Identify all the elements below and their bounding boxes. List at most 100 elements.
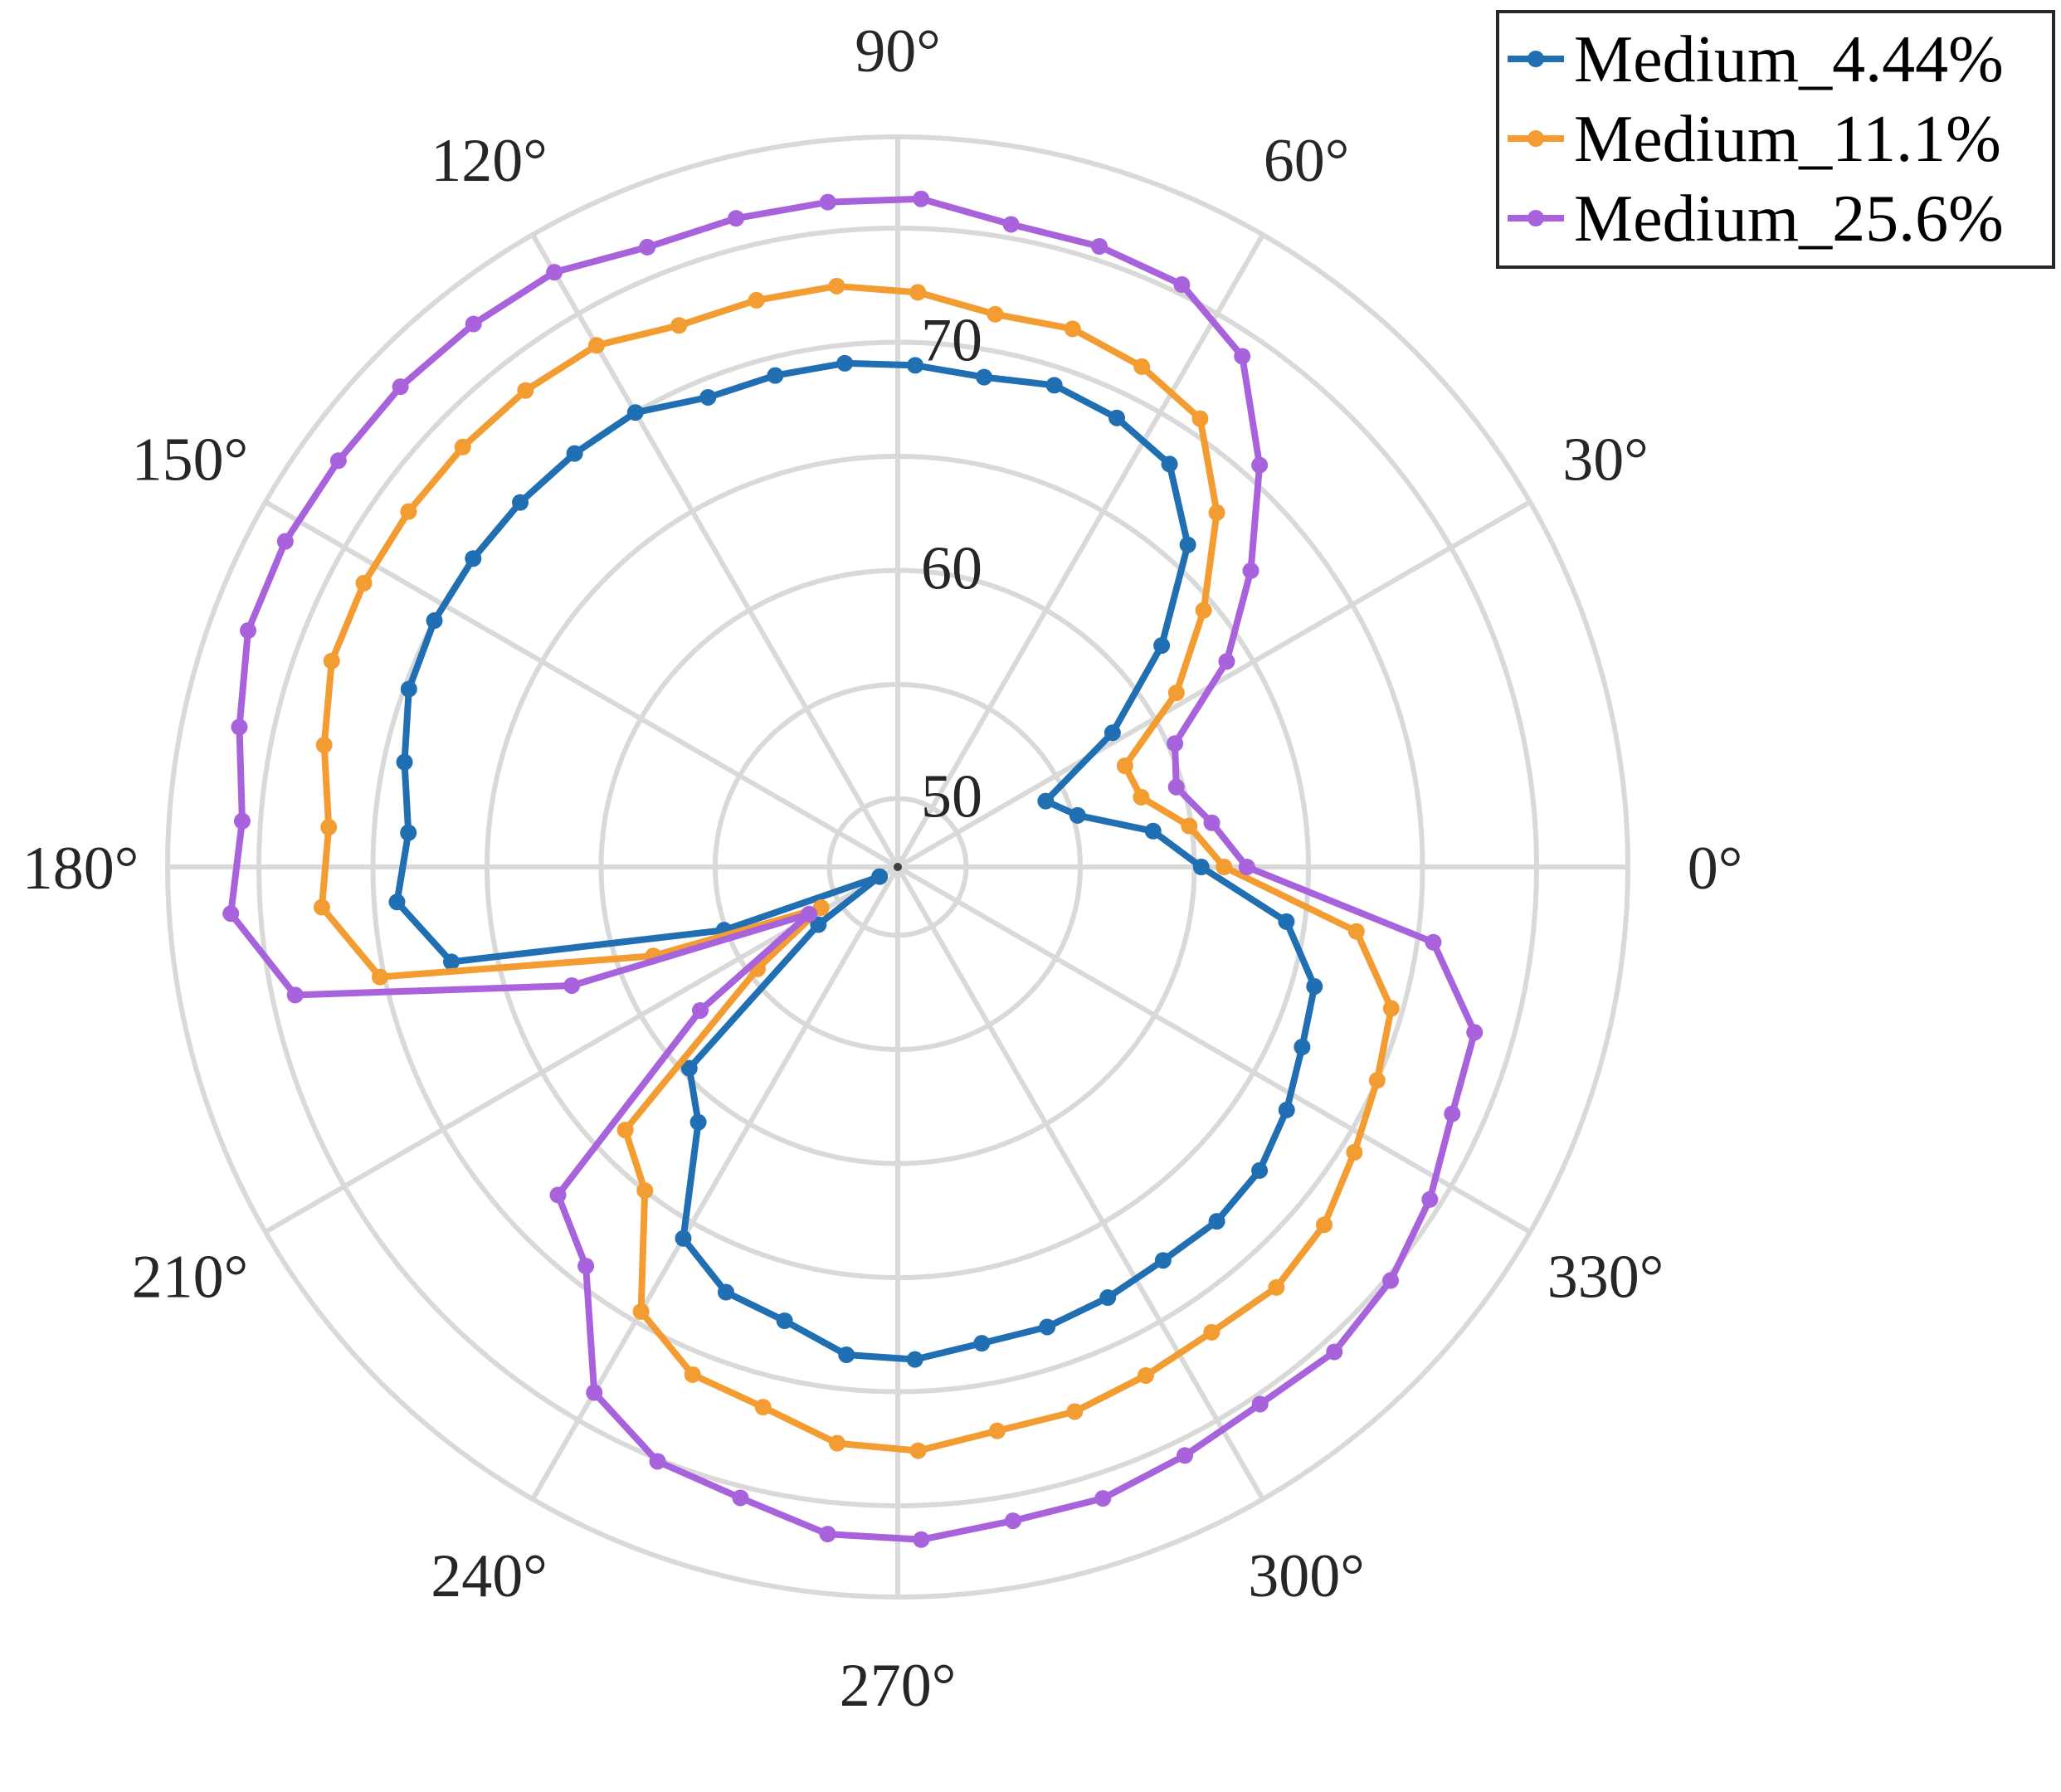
data-point xyxy=(973,1335,991,1352)
data-point xyxy=(988,1422,1006,1439)
data-point xyxy=(233,812,251,830)
data-point xyxy=(1238,859,1255,875)
data-point xyxy=(1234,348,1251,365)
data-point xyxy=(1218,653,1235,670)
data-point xyxy=(909,284,927,301)
data-point xyxy=(400,824,417,841)
theta-tick-label: 270° xyxy=(840,1652,957,1720)
grid-spoke xyxy=(264,499,899,869)
data-point xyxy=(1176,1447,1193,1464)
data-point xyxy=(691,1001,709,1019)
data-point xyxy=(1133,358,1151,375)
data-point xyxy=(276,533,294,550)
grid-spoke xyxy=(530,233,900,869)
data-point xyxy=(1192,859,1210,875)
data-point xyxy=(1347,923,1365,940)
data-point xyxy=(1094,1490,1112,1507)
data-point xyxy=(1064,320,1081,338)
data-point xyxy=(1099,1289,1117,1307)
data-point xyxy=(1181,817,1198,835)
data-point xyxy=(240,622,257,640)
data-point xyxy=(684,1366,701,1383)
radial-tick-labels: 50 60 70 xyxy=(921,307,982,831)
data-point xyxy=(1382,1272,1400,1289)
data-point xyxy=(1066,1403,1084,1420)
theta-tick-label: 90° xyxy=(855,17,941,85)
data-point xyxy=(909,1442,927,1459)
data-point xyxy=(465,550,482,567)
theta-tick-label: 330° xyxy=(1547,1244,1664,1312)
data-point xyxy=(728,210,745,227)
data-point xyxy=(838,1346,855,1364)
data-point xyxy=(1425,933,1442,951)
data-point xyxy=(1161,455,1178,473)
data-point xyxy=(689,1113,707,1131)
series-line xyxy=(393,359,1318,1363)
data-point xyxy=(426,612,443,630)
data-point xyxy=(1216,859,1233,875)
data-point xyxy=(588,337,605,354)
theta-tick-label: 120° xyxy=(431,127,548,195)
data-point xyxy=(819,193,836,211)
series-line xyxy=(227,195,1479,1543)
theta-tick-label: 210° xyxy=(132,1244,249,1312)
data-point xyxy=(1242,562,1260,579)
data-point xyxy=(819,1526,836,1543)
data-point xyxy=(1104,724,1121,742)
data-point xyxy=(577,1258,595,1275)
data-point xyxy=(465,315,482,333)
data-point xyxy=(1191,410,1209,427)
data-point xyxy=(776,1312,793,1330)
data-point xyxy=(907,357,924,374)
theta-tick-label: 180° xyxy=(22,835,139,903)
data-point xyxy=(566,445,583,462)
data-point xyxy=(1037,792,1055,810)
data-point xyxy=(392,378,409,396)
grid-spoke xyxy=(895,865,1265,1501)
data-point xyxy=(616,1122,634,1139)
data-point xyxy=(231,718,248,736)
data-point xyxy=(1154,1252,1172,1269)
legend-box xyxy=(1496,10,2055,269)
data-point xyxy=(1167,735,1184,752)
data-point xyxy=(639,238,656,256)
data-point xyxy=(222,905,240,923)
data-point xyxy=(1268,1278,1285,1296)
data-point xyxy=(871,868,889,885)
data-point xyxy=(828,277,845,295)
series-3 xyxy=(222,190,1484,1548)
data-point xyxy=(717,1283,734,1301)
radial-tick-label: 60 xyxy=(921,535,982,603)
data-point xyxy=(1133,788,1150,806)
data-point xyxy=(1002,216,1020,233)
legend-swatch-marker xyxy=(1527,210,1544,226)
data-point xyxy=(1346,1143,1363,1161)
data-point xyxy=(913,1531,930,1548)
data-point xyxy=(546,264,563,281)
data-point xyxy=(286,986,304,1004)
data-point xyxy=(1045,377,1063,394)
data-point xyxy=(1195,601,1212,619)
data-point xyxy=(1039,1318,1056,1336)
data-point xyxy=(976,368,993,386)
data-point xyxy=(632,1303,650,1320)
data-point xyxy=(754,1399,772,1416)
data-point xyxy=(1278,913,1295,930)
data-point xyxy=(586,1384,603,1401)
legend-item: Medium_4.44% xyxy=(1508,23,2004,96)
data-point xyxy=(396,753,413,771)
data-point xyxy=(1179,536,1196,553)
center-point xyxy=(894,863,902,871)
data-point xyxy=(1144,822,1162,840)
data-point xyxy=(549,1186,567,1204)
data-point xyxy=(1316,1216,1333,1234)
data-point xyxy=(913,190,930,207)
data-point xyxy=(748,291,765,309)
radial-tick-label: 70 xyxy=(921,307,982,375)
data-point xyxy=(675,1230,692,1247)
data-point xyxy=(1004,1512,1021,1530)
data-point xyxy=(400,503,417,520)
data-point xyxy=(517,382,534,399)
data-point xyxy=(1466,1024,1484,1041)
